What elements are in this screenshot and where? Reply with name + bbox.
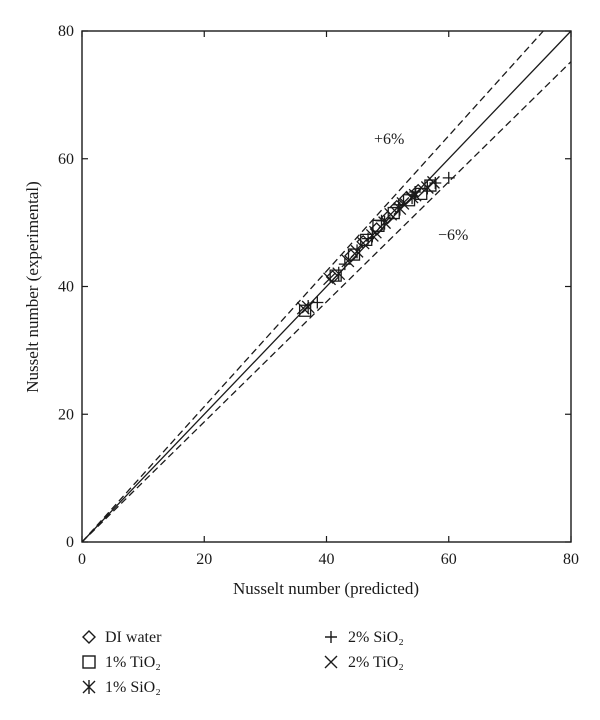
data-point-cross [427,175,440,189]
x-tick-label: 40 [319,551,335,568]
parity-line [81,30,572,543]
legend-diamond-marker [82,630,96,644]
data-point-cross [396,197,410,210]
x-tick-label: 0 [78,551,86,568]
data-point-plus [442,171,455,184]
data-point-cross [323,272,337,286]
data-point-cross [356,236,370,250]
legend-label-2pct-tio2: 2% TiO₂ [348,654,404,671]
data-points [296,171,455,317]
y-tick-label: 80 [58,23,74,40]
x-axis-title: Nusselt number (predicted) [233,579,419,598]
data-point-plus [429,177,442,190]
y-tick-label: 20 [58,406,74,423]
axis-ticks: 0 20 40 60 80 0 20 40 60 80 [58,23,579,568]
legend-item-di-water: DI water [82,629,162,646]
data-point-cross [341,254,355,268]
data-point-diamond [399,191,413,206]
data-point-asterisk [332,266,346,281]
deviation-line-2 [81,61,572,543]
data-point-cross [408,188,422,202]
legend-item-1pct-tio2: 1% TiO₂ [82,654,161,671]
legend-asterisk-marker [82,680,96,694]
data-point-square [387,206,400,220]
data-point-plus [311,296,324,309]
x-tick-label: 80 [563,551,579,568]
reference-lines [81,30,572,543]
y-tick-label: 40 [58,279,74,296]
y-tick-label: 0 [66,534,74,551]
series-plus [311,171,455,309]
legend-plus-marker [325,631,337,643]
legend-item-2pct-tio2: 2% TiO₂ [324,654,404,671]
legend-label-di-water: DI water [105,629,162,646]
data-point-cross [384,207,398,221]
legend-item-2pct-sio2: 2% SiO₂ [325,629,404,646]
annotation-plus6: +6% [374,131,404,148]
x-tick-label: 60 [441,551,457,568]
legend-square-marker [82,655,96,669]
series-cross [296,175,440,315]
data-point-square [424,179,437,192]
legend: DI water 1% TiO₂ 1% SiO₂ 2% SiO₂ 2% TiO₂ [82,629,404,696]
data-point-cross [296,301,310,315]
y-axis-title: Nusselt number (experimental) [23,181,42,393]
y-tick-label: 60 [58,151,74,168]
legend-label-2pct-sio2: 2% SiO₂ [348,629,404,646]
legend-cross-marker [324,655,338,669]
annotation-minus6: −6% [438,227,468,244]
legend-label-1pct-tio2: 1% TiO₂ [105,654,161,671]
x-tick-label: 20 [196,551,212,568]
data-point-plus [392,198,405,211]
data-point-diamond [325,270,340,284]
deviation-line-1 [81,30,544,543]
data-point-square [347,248,361,261]
data-point-cross [368,225,382,239]
legend-item-1pct-sio2: 1% SiO₂ [82,679,161,696]
data-point-plus [375,214,388,227]
legend-label-1pct-sio2: 1% SiO₂ [105,679,161,696]
